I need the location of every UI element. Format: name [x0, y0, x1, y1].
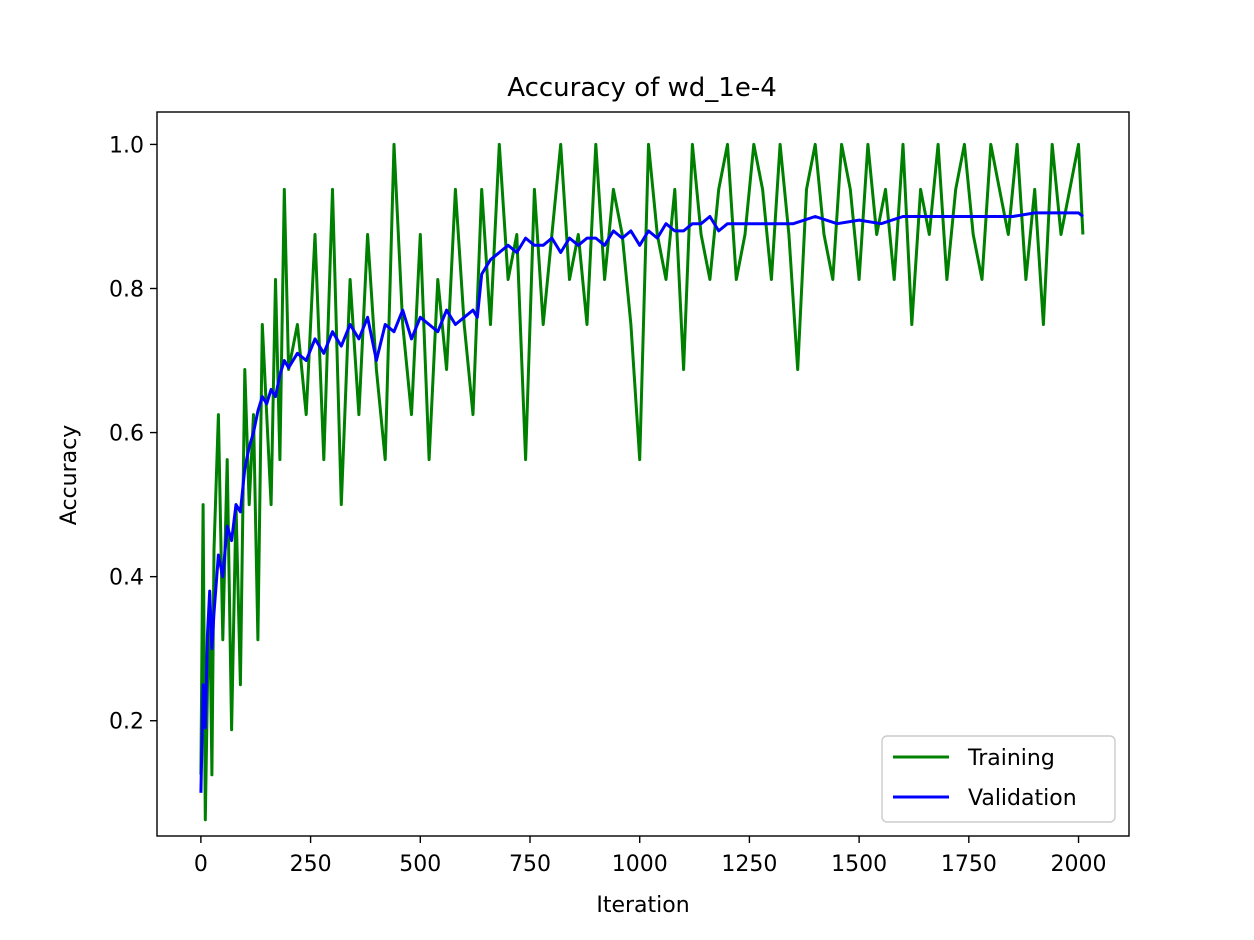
x-axis-label: Iteration — [596, 893, 689, 918]
legend-label-validation: Validation — [968, 786, 1077, 811]
y-axis-ticks: 0.2 0.4 0.6 0.8 1.0 — [109, 133, 157, 735]
y-tick-label: 0.6 — [109, 422, 144, 447]
x-tick-label: 2000 — [1051, 852, 1107, 877]
x-axis-ticks: 0 250 500 750 1000 1250 1500 1750 2000 — [194, 836, 1107, 877]
y-tick-label: 0.8 — [109, 277, 144, 302]
y-tick-label: 1.0 — [109, 133, 144, 158]
chart-title: Accuracy of wd_1e-4 — [507, 73, 777, 103]
x-tick-label: 1000 — [612, 852, 668, 877]
x-tick-label: 500 — [399, 852, 441, 877]
x-tick-label: 750 — [509, 852, 551, 877]
x-tick-label: 1500 — [831, 852, 887, 877]
x-tick-label: 0 — [194, 852, 208, 877]
x-tick-label: 1250 — [721, 852, 777, 877]
series-line-training — [199, 142, 1085, 822]
series-layer — [199, 142, 1085, 822]
x-tick-label: 250 — [290, 852, 332, 877]
x-tick-label: 1750 — [941, 852, 997, 877]
legend-label-training: Training — [967, 746, 1055, 771]
legend: Training Validation — [881, 735, 1116, 823]
y-tick-label: 0.2 — [109, 710, 144, 735]
y-tick-label: 0.4 — [109, 566, 144, 591]
plot-frame — [156, 111, 1130, 837]
series-line-validation — [199, 211, 1084, 793]
y-axis-label: Accuracy — [57, 425, 82, 525]
